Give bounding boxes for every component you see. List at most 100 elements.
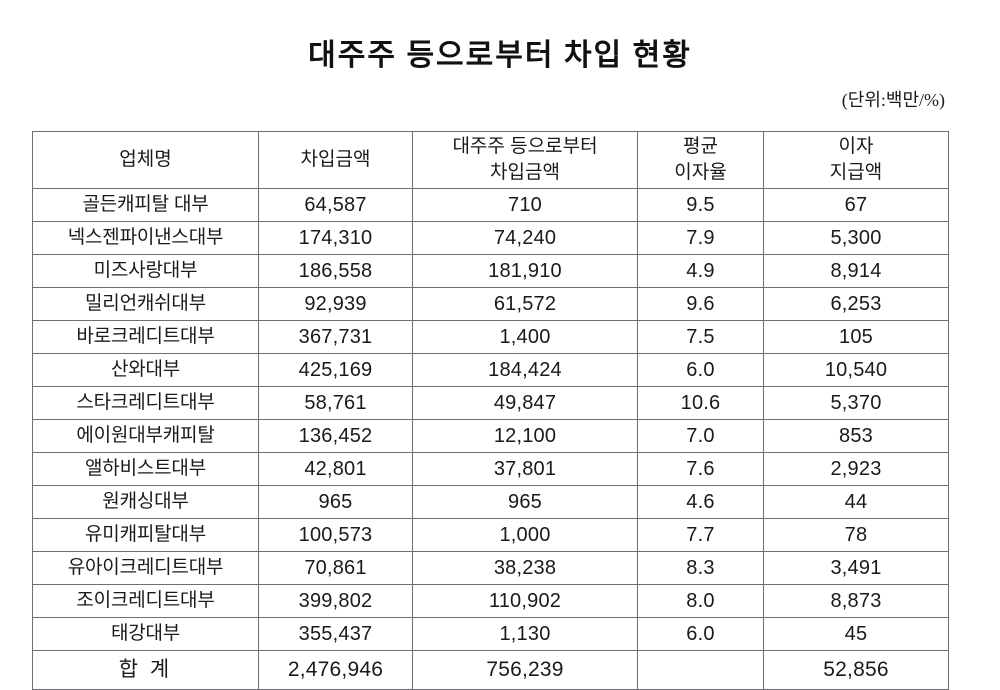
cell-loan-amount: 355,437 bbox=[258, 617, 413, 651]
cell-average-rate: 4.6 bbox=[637, 485, 764, 519]
cell-major-shareholder-loan: 181,910 bbox=[412, 254, 638, 288]
table-row: 앨하비스트대부 42,801 37,801 7.6 2,923 bbox=[32, 452, 949, 486]
cell-company: 원캐싱대부 bbox=[32, 485, 259, 519]
cell-major-shareholder-loan: 74,240 bbox=[412, 221, 638, 255]
cell-average-rate: 8.0 bbox=[637, 584, 764, 618]
cell-loan-amount: 100,573 bbox=[258, 518, 413, 552]
cell-interest-paid: 67 bbox=[763, 188, 949, 222]
unit-note: (단위:백만/%) bbox=[841, 90, 945, 110]
table-row: 원캐싱대부 965 965 4.6 44 bbox=[32, 485, 949, 519]
cell-loan-amount: 425,169 bbox=[258, 353, 413, 387]
cell-interest-paid: 105 bbox=[763, 320, 949, 354]
cell-loan-amount: 58,761 bbox=[258, 386, 413, 420]
cell-company: 바로크레디트대부 bbox=[32, 320, 259, 354]
table-row: 골든캐피탈 대부 64,587 710 9.5 67 bbox=[32, 188, 949, 222]
cell-interest-paid: 2,923 bbox=[763, 452, 949, 486]
cell-loan-amount: 136,452 bbox=[258, 419, 413, 453]
cell-company: 밀리언캐쉬대부 bbox=[32, 287, 259, 321]
cell-average-rate: 9.6 bbox=[637, 287, 764, 321]
cell-major-shareholder-loan: 110,902 bbox=[412, 584, 638, 618]
table-body: 골든캐피탈 대부 64,587 710 9.5 67 넥스젠파이낸스대부 174… bbox=[32, 188, 949, 690]
cell-average-rate: 7.7 bbox=[637, 518, 764, 552]
cell-major-shareholder-loan: 184,424 bbox=[412, 353, 638, 387]
table-header: 업체명 차입금액 대주주 등으로부터 차입금액 평균 이자율 이자 bbox=[32, 131, 949, 189]
table-row: 바로크레디트대부 367,731 1,400 7.5 105 bbox=[32, 320, 949, 354]
cell-loan-amount: 965 bbox=[258, 485, 413, 519]
cell-interest-paid: 5,370 bbox=[763, 386, 949, 420]
cell-total-label: 합 계 bbox=[32, 650, 259, 690]
table-row: 넥스젠파이낸스대부 174,310 74,240 7.9 5,300 bbox=[32, 221, 949, 255]
cell-loan-amount: 399,802 bbox=[258, 584, 413, 618]
cell-company: 스타크레디트대부 bbox=[32, 386, 259, 420]
cell-company: 앨하비스트대부 bbox=[32, 452, 259, 486]
cell-interest-paid: 8,873 bbox=[763, 584, 949, 618]
cell-company: 태강대부 bbox=[32, 617, 259, 651]
table-row: 조이크레디트대부 399,802 110,902 8.0 8,873 bbox=[32, 584, 949, 618]
cell-loan-amount: 186,558 bbox=[258, 254, 413, 288]
cell-company: 조이크레디트대부 bbox=[32, 584, 259, 618]
cell-average-rate: 4.9 bbox=[637, 254, 764, 288]
borrowings-table: 업체명 차입금액 대주주 등으로부터 차입금액 평균 이자율 이자 bbox=[32, 131, 949, 690]
cell-total-average-rate bbox=[637, 650, 764, 690]
cell-average-rate: 7.6 bbox=[637, 452, 764, 486]
cell-major-shareholder-loan: 37,801 bbox=[412, 452, 638, 486]
cell-company: 미즈사랑대부 bbox=[32, 254, 259, 288]
cell-company: 에이원대부캐피탈 bbox=[32, 419, 259, 453]
cell-major-shareholder-loan: 61,572 bbox=[412, 287, 638, 321]
column-header-average-rate-line1: 평균 bbox=[683, 136, 718, 158]
column-header-major-shareholder-loan-line1: 대주주 등으로부터 bbox=[452, 136, 598, 158]
cell-major-shareholder-loan: 1,130 bbox=[412, 617, 638, 651]
cell-average-rate: 6.0 bbox=[637, 353, 764, 387]
cell-major-shareholder-loan: 1,000 bbox=[412, 518, 638, 552]
column-header-average-rate-line2: 이자율 bbox=[674, 162, 727, 183]
cell-interest-paid: 8,914 bbox=[763, 254, 949, 288]
cell-major-shareholder-loan: 1,400 bbox=[412, 320, 638, 354]
cell-major-shareholder-loan: 49,847 bbox=[412, 386, 638, 420]
column-header-interest-paid-line1: 이자 bbox=[838, 136, 874, 158]
table-row: 유아이크레디트대부 70,861 38,238 8.3 3,491 bbox=[32, 551, 949, 585]
table-row: 태강대부 355,437 1,130 6.0 45 bbox=[32, 617, 949, 651]
cell-loan-amount: 174,310 bbox=[258, 221, 413, 255]
cell-interest-paid: 5,300 bbox=[763, 221, 949, 255]
cell-loan-amount: 367,731 bbox=[258, 320, 413, 354]
column-header-average-rate: 평균 이자율 bbox=[637, 131, 764, 189]
cell-interest-paid: 45 bbox=[763, 617, 949, 651]
table-row: 유미캐피탈대부 100,573 1,000 7.7 78 bbox=[32, 518, 949, 552]
document-page: 대주주 등으로부터 차입 현황 (단위:백만/%) 업체명 차입금액 대주주 등… bbox=[32, 39, 949, 690]
cell-company: 골든캐피탈 대부 bbox=[32, 188, 259, 222]
column-header-interest-paid-line2: 지급액 bbox=[829, 162, 883, 183]
table-row: 밀리언캐쉬대부 92,939 61,572 9.6 6,253 bbox=[32, 287, 949, 321]
cell-total-interest-paid: 52,856 bbox=[763, 650, 949, 690]
cell-average-rate: 8.3 bbox=[637, 551, 764, 585]
cell-company: 넥스젠파이낸스대부 bbox=[32, 221, 259, 255]
cell-company: 유아이크레디트대부 bbox=[32, 551, 259, 585]
cell-average-rate: 7.9 bbox=[637, 221, 764, 255]
cell-average-rate: 10.6 bbox=[637, 386, 764, 420]
cell-total-loan-amount: 2,476,946 bbox=[258, 650, 413, 690]
cell-loan-amount: 42,801 bbox=[258, 452, 413, 486]
column-header-major-shareholder-loan-line2: 차입금액 bbox=[490, 162, 560, 183]
column-header-loan-amount-line1: 차입금액 bbox=[300, 149, 371, 171]
cell-major-shareholder-loan: 38,238 bbox=[412, 551, 638, 585]
cell-company: 산와대부 bbox=[32, 353, 259, 387]
cell-interest-paid: 853 bbox=[763, 419, 949, 453]
header-row: 업체명 차입금액 대주주 등으로부터 차입금액 평균 이자율 이자 bbox=[32, 131, 949, 189]
cell-loan-amount: 70,861 bbox=[258, 551, 413, 585]
column-header-company: 업체명 bbox=[32, 131, 259, 189]
cell-major-shareholder-loan: 710 bbox=[412, 188, 638, 222]
column-header-interest-paid: 이자 지급액 bbox=[763, 131, 949, 189]
column-header-major-shareholder-loan: 대주주 등으로부터 차입금액 bbox=[412, 131, 638, 189]
cell-total-major-shareholder-loan: 756,239 bbox=[412, 650, 638, 690]
page-title: 대주주 등으로부터 차입 현황 bbox=[308, 39, 692, 72]
table-row: 산와대부 425,169 184,424 6.0 10,540 bbox=[32, 353, 949, 387]
table-container: 업체명 차입금액 대주주 등으로부터 차입금액 평균 이자율 이자 bbox=[32, 131, 949, 690]
cell-company: 유미캐피탈대부 bbox=[32, 518, 259, 552]
table-row: 에이원대부캐피탈 136,452 12,100 7.0 853 bbox=[32, 419, 949, 453]
cell-average-rate: 7.5 bbox=[637, 320, 764, 354]
cell-loan-amount: 64,587 bbox=[258, 188, 413, 222]
cell-interest-paid: 10,540 bbox=[763, 353, 949, 387]
table-total-row: 합 계 2,476,946 756,239 52,856 bbox=[32, 650, 949, 690]
table-row: 미즈사랑대부 186,558 181,910 4.9 8,914 bbox=[32, 254, 949, 288]
cell-interest-paid: 3,491 bbox=[763, 551, 949, 585]
cell-average-rate: 9.5 bbox=[637, 188, 764, 222]
